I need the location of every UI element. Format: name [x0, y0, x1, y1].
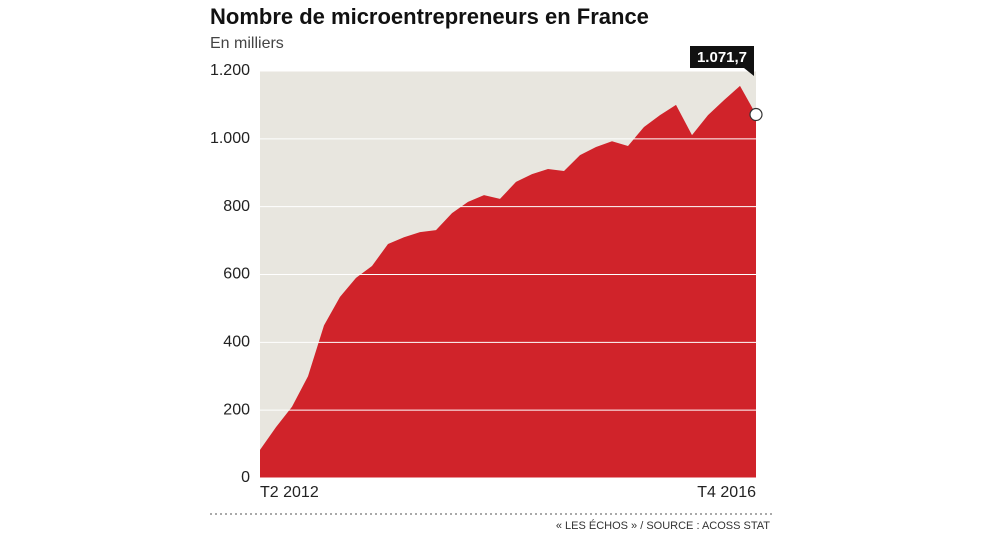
y-tick-label: 200 [223, 401, 250, 418]
area [260, 85, 756, 478]
y-tick-label: 0 [241, 469, 250, 486]
value-label: 1.071,7 [697, 49, 747, 66]
y-tick-label: 600 [223, 266, 250, 283]
x-tick-label: T2 2012 [260, 484, 319, 501]
source: « LES ÉCHOS » / SOURCE : ACOSS STAT [556, 519, 770, 532]
label-box [690, 46, 754, 68]
y-tick-label: 400 [223, 334, 250, 351]
label-pointer [744, 68, 754, 76]
x-tick-label: T4 2016 [697, 484, 756, 501]
y-tick-label: 1.200 [210, 62, 250, 79]
end-marker [749, 107, 763, 122]
y-tick-label: 800 [223, 198, 250, 215]
chart-title: Nombre de microentrepreneurs en France [210, 4, 649, 29]
y-tick-label: 1.000 [210, 130, 250, 147]
chart-subtitle: En milliers [210, 35, 284, 52]
